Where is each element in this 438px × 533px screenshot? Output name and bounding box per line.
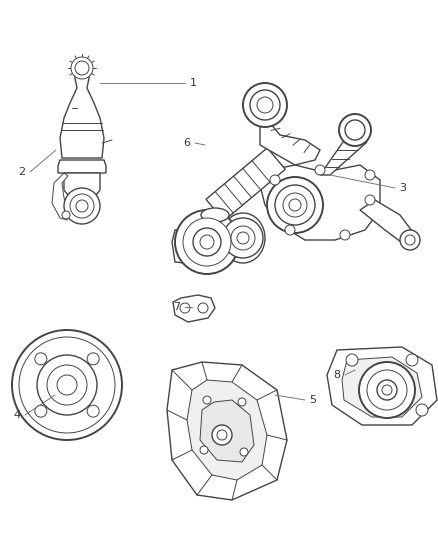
- Circle shape: [75, 61, 89, 75]
- Circle shape: [183, 218, 231, 266]
- Ellipse shape: [201, 208, 229, 222]
- Text: 4: 4: [14, 410, 21, 420]
- Circle shape: [35, 405, 47, 417]
- Circle shape: [345, 120, 365, 140]
- Text: 7: 7: [173, 302, 180, 312]
- Polygon shape: [52, 173, 70, 220]
- Circle shape: [267, 177, 323, 233]
- Circle shape: [200, 235, 214, 249]
- Text: 5: 5: [310, 395, 317, 405]
- Circle shape: [193, 228, 221, 256]
- Polygon shape: [342, 357, 422, 417]
- Circle shape: [212, 425, 232, 445]
- Circle shape: [198, 303, 208, 313]
- Polygon shape: [167, 362, 287, 500]
- Circle shape: [35, 353, 47, 365]
- Circle shape: [200, 446, 208, 454]
- Ellipse shape: [221, 213, 265, 263]
- Polygon shape: [260, 123, 320, 165]
- Circle shape: [203, 396, 211, 404]
- Polygon shape: [200, 400, 254, 462]
- Text: 8: 8: [333, 370, 341, 380]
- Circle shape: [340, 230, 350, 240]
- Circle shape: [289, 199, 301, 211]
- Text: 3: 3: [399, 183, 406, 193]
- Circle shape: [359, 362, 415, 418]
- Circle shape: [87, 405, 99, 417]
- Circle shape: [37, 355, 97, 415]
- Circle shape: [283, 193, 307, 217]
- Circle shape: [243, 83, 287, 127]
- Circle shape: [64, 188, 100, 224]
- Circle shape: [47, 365, 87, 405]
- Polygon shape: [58, 160, 106, 173]
- Circle shape: [346, 354, 358, 366]
- Polygon shape: [172, 224, 242, 267]
- Circle shape: [382, 385, 392, 395]
- Circle shape: [71, 57, 93, 79]
- Circle shape: [57, 375, 77, 395]
- Circle shape: [365, 170, 375, 180]
- Circle shape: [275, 185, 315, 225]
- Circle shape: [223, 218, 263, 258]
- Circle shape: [231, 226, 255, 250]
- Polygon shape: [260, 165, 380, 240]
- Polygon shape: [360, 200, 415, 245]
- Circle shape: [315, 165, 325, 175]
- Polygon shape: [206, 148, 285, 221]
- Circle shape: [257, 97, 273, 113]
- Circle shape: [175, 210, 239, 274]
- Circle shape: [270, 175, 280, 185]
- Polygon shape: [173, 295, 215, 322]
- Circle shape: [70, 194, 94, 218]
- Circle shape: [238, 398, 246, 406]
- Circle shape: [365, 195, 375, 205]
- Text: 2: 2: [18, 167, 25, 177]
- Circle shape: [62, 211, 70, 219]
- Circle shape: [240, 448, 248, 456]
- Circle shape: [416, 404, 428, 416]
- Circle shape: [405, 235, 415, 245]
- Circle shape: [12, 330, 122, 440]
- Polygon shape: [64, 173, 100, 200]
- Circle shape: [250, 90, 280, 120]
- Circle shape: [19, 337, 115, 433]
- Polygon shape: [187, 380, 267, 480]
- Text: 1: 1: [190, 78, 197, 88]
- Circle shape: [400, 230, 420, 250]
- Text: 6: 6: [184, 138, 191, 148]
- Circle shape: [377, 380, 397, 400]
- Circle shape: [76, 200, 88, 212]
- Circle shape: [217, 430, 227, 440]
- Circle shape: [180, 303, 190, 313]
- Circle shape: [237, 232, 249, 244]
- Polygon shape: [327, 347, 437, 425]
- Circle shape: [367, 370, 407, 410]
- Circle shape: [285, 225, 295, 235]
- Circle shape: [87, 353, 99, 365]
- Polygon shape: [60, 73, 104, 158]
- Circle shape: [339, 114, 371, 146]
- Circle shape: [406, 354, 418, 366]
- Polygon shape: [320, 142, 367, 175]
